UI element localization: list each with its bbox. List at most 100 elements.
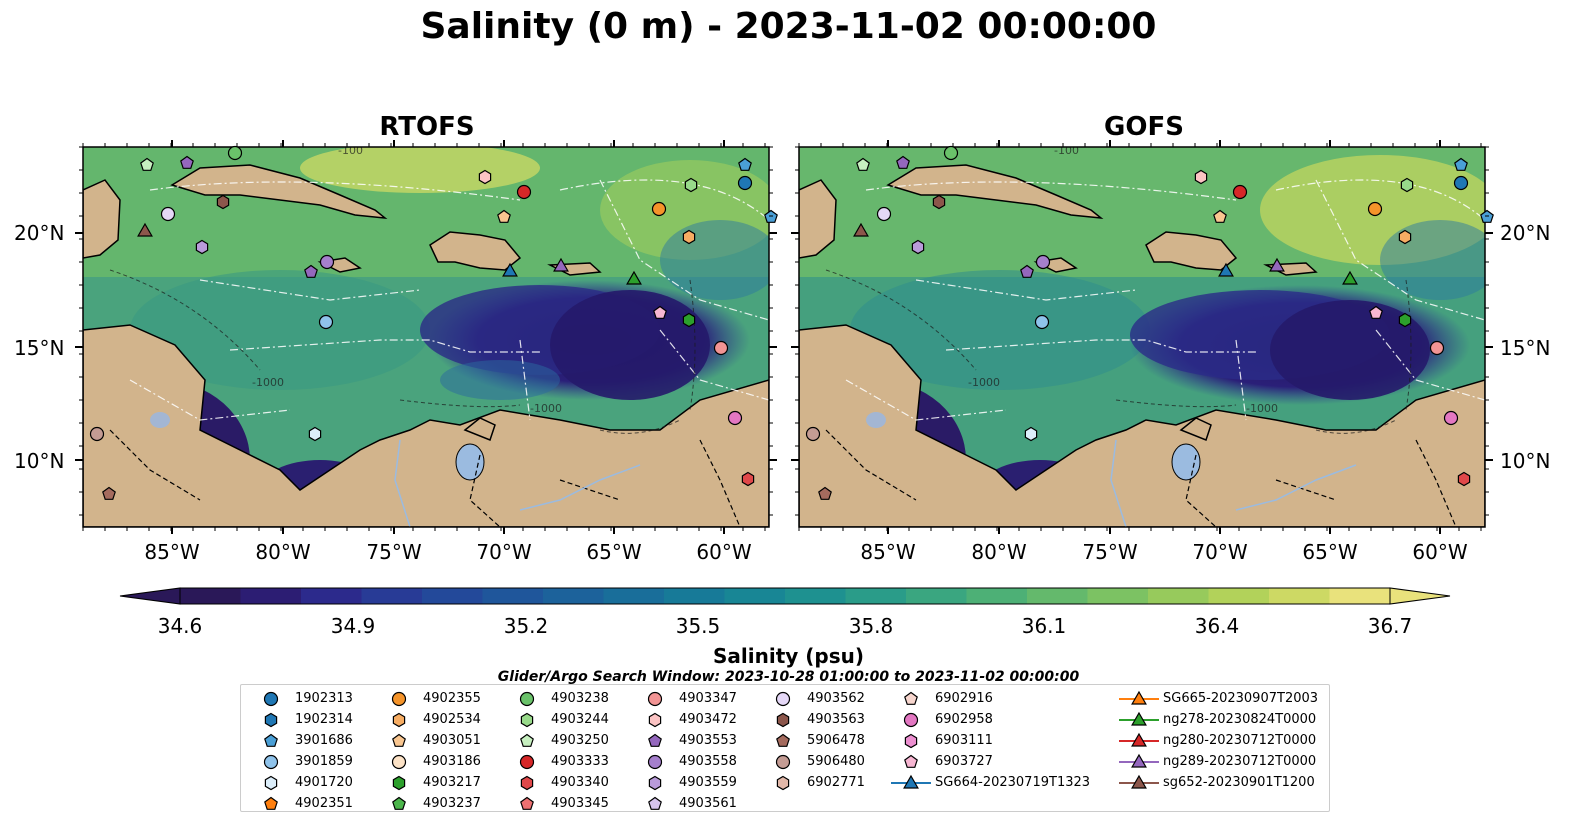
legend-label: 4903238 <box>551 691 609 706</box>
map-marker-4903553 <box>180 155 194 169</box>
legend-label: 6902771 <box>807 775 865 790</box>
map-marker-4903553 <box>304 264 318 278</box>
colorbar-segment <box>845 588 907 604</box>
map-marker-4903333 <box>516 184 532 200</box>
legend-marker-icon <box>519 691 535 707</box>
map-marker-4903217 <box>682 312 696 328</box>
legend-argo-marker <box>519 691 535 707</box>
legend-marker-icon <box>391 691 407 707</box>
legend-label: 4903561 <box>679 796 737 811</box>
legend-argo-marker <box>647 691 663 707</box>
contour-label: -100 <box>338 144 363 157</box>
country-borders <box>109 429 741 527</box>
colorbar-tick: 35.5 <box>675 614 721 638</box>
colorbar-extend-low <box>119 587 181 605</box>
figure-title: Salinity (0 m) - 2023-11-02 00:00:00 <box>420 6 1157 47</box>
legend-glider-marker <box>1131 753 1147 768</box>
legend-marker-icon <box>891 774 931 789</box>
map-marker-4903347 <box>1429 340 1445 356</box>
colorbar-tick: 35.2 <box>503 614 549 638</box>
legend-argo-marker <box>904 733 918 749</box>
map-marker-4903553 <box>896 155 910 169</box>
legend-label: sg652-20230901T1200 <box>1163 775 1315 790</box>
legend-marker-icon <box>648 796 662 810</box>
map-marker-4902355 <box>1367 201 1383 217</box>
map-marker-ng278-20230824t0000 <box>1342 270 1358 285</box>
legend-argo-marker <box>392 796 406 810</box>
map-marker-4903563 <box>932 194 946 210</box>
map-marker-5906478 <box>102 486 116 500</box>
lon-label: 75°W <box>366 540 422 564</box>
map-marker-4903472 <box>1194 169 1208 185</box>
colorbar-segment <box>785 588 847 604</box>
map-marker-4903340 <box>741 471 755 487</box>
map-frame-rtofs <box>82 146 770 528</box>
legend-argo-marker <box>648 712 662 728</box>
lat-label: 20°N <box>1500 221 1551 245</box>
legend-argo-marker <box>648 796 662 810</box>
legend-argo-marker <box>392 733 406 747</box>
legend-argo-marker <box>647 754 663 770</box>
map-marker-6902958 <box>727 410 743 426</box>
map-marker-4901720 <box>1024 426 1038 442</box>
lake-nicaragua <box>866 412 886 428</box>
map-marker-4903051 <box>497 209 511 223</box>
legend-marker-icon <box>776 712 790 728</box>
legend-argo-marker <box>776 733 790 747</box>
lake-nicaragua <box>150 412 170 428</box>
map-marker-4903250 <box>856 157 870 171</box>
legend-label: ng289-20230712T0000 <box>1163 754 1317 769</box>
legend-marker-icon <box>647 691 663 707</box>
legend-marker-icon <box>519 754 535 770</box>
legend-marker-icon <box>1119 690 1159 705</box>
legend-label: ng280-20230712T0000 <box>1163 733 1317 748</box>
legend-argo-marker <box>264 796 278 810</box>
colorbar-tick: 34.9 <box>330 614 376 638</box>
land-masses <box>83 164 769 527</box>
legend-label: 4901720 <box>295 775 353 790</box>
axis-ticks <box>75 140 1493 534</box>
legend-label: 4902351 <box>295 796 353 811</box>
legend-argo-marker <box>520 775 534 791</box>
colorbar-segment <box>1027 588 1089 604</box>
lon-label: 85°W <box>860 540 916 564</box>
colorbar-extend-high <box>1389 587 1451 605</box>
legend-label: 6902916 <box>935 691 993 706</box>
legend-label: SG664-20230719T1323 <box>935 775 1091 790</box>
map-marker-5906480 <box>805 426 821 442</box>
map-marker-3901859 <box>318 314 334 330</box>
legend-marker-icon <box>904 733 918 749</box>
legend-marker-icon <box>520 733 534 747</box>
map-marker-sg664-20230719t1323 <box>1218 262 1234 277</box>
legend-label: 4903472 <box>679 712 737 727</box>
rivers <box>394 439 641 527</box>
legend-marker-icon <box>392 733 406 747</box>
lon-label: 70°W <box>1192 540 1248 564</box>
map-marker-4903562 <box>160 206 176 222</box>
legend-argo-marker <box>392 775 406 791</box>
legend-label: ng278-20230824T0000 <box>1163 712 1317 727</box>
argo-glider-markers-rtofs <box>89 145 778 500</box>
legend-marker-icon <box>263 691 279 707</box>
legend-marker-icon <box>776 733 790 747</box>
rivers <box>1110 439 1357 527</box>
legend-label: 4903250 <box>551 733 609 748</box>
legend-label: 6903111 <box>935 733 993 748</box>
legend-argo-marker <box>776 775 790 791</box>
contour-label: -1000 <box>1246 402 1278 415</box>
legend-label: 6902958 <box>935 712 993 727</box>
legend-marker-icon <box>775 691 791 707</box>
lon-label: 75°W <box>1082 540 1138 564</box>
lon-label: 80°W <box>255 540 311 564</box>
legend-argo-marker <box>775 691 791 707</box>
map-marker-4902534 <box>682 229 696 245</box>
map-marker-5906480 <box>89 426 105 442</box>
legend: 1902313 1902314 3901686 3901859 4901720 49023… <box>240 684 1330 812</box>
map-marker-4903559 <box>911 239 925 255</box>
eez-boundaries <box>129 179 769 421</box>
legend-argo-marker <box>520 733 534 747</box>
map-marker-3901859 <box>1034 314 1050 330</box>
legend-label: 4903340 <box>551 775 609 790</box>
colorbar-segment <box>1269 588 1331 604</box>
legend-marker-icon <box>648 712 662 728</box>
